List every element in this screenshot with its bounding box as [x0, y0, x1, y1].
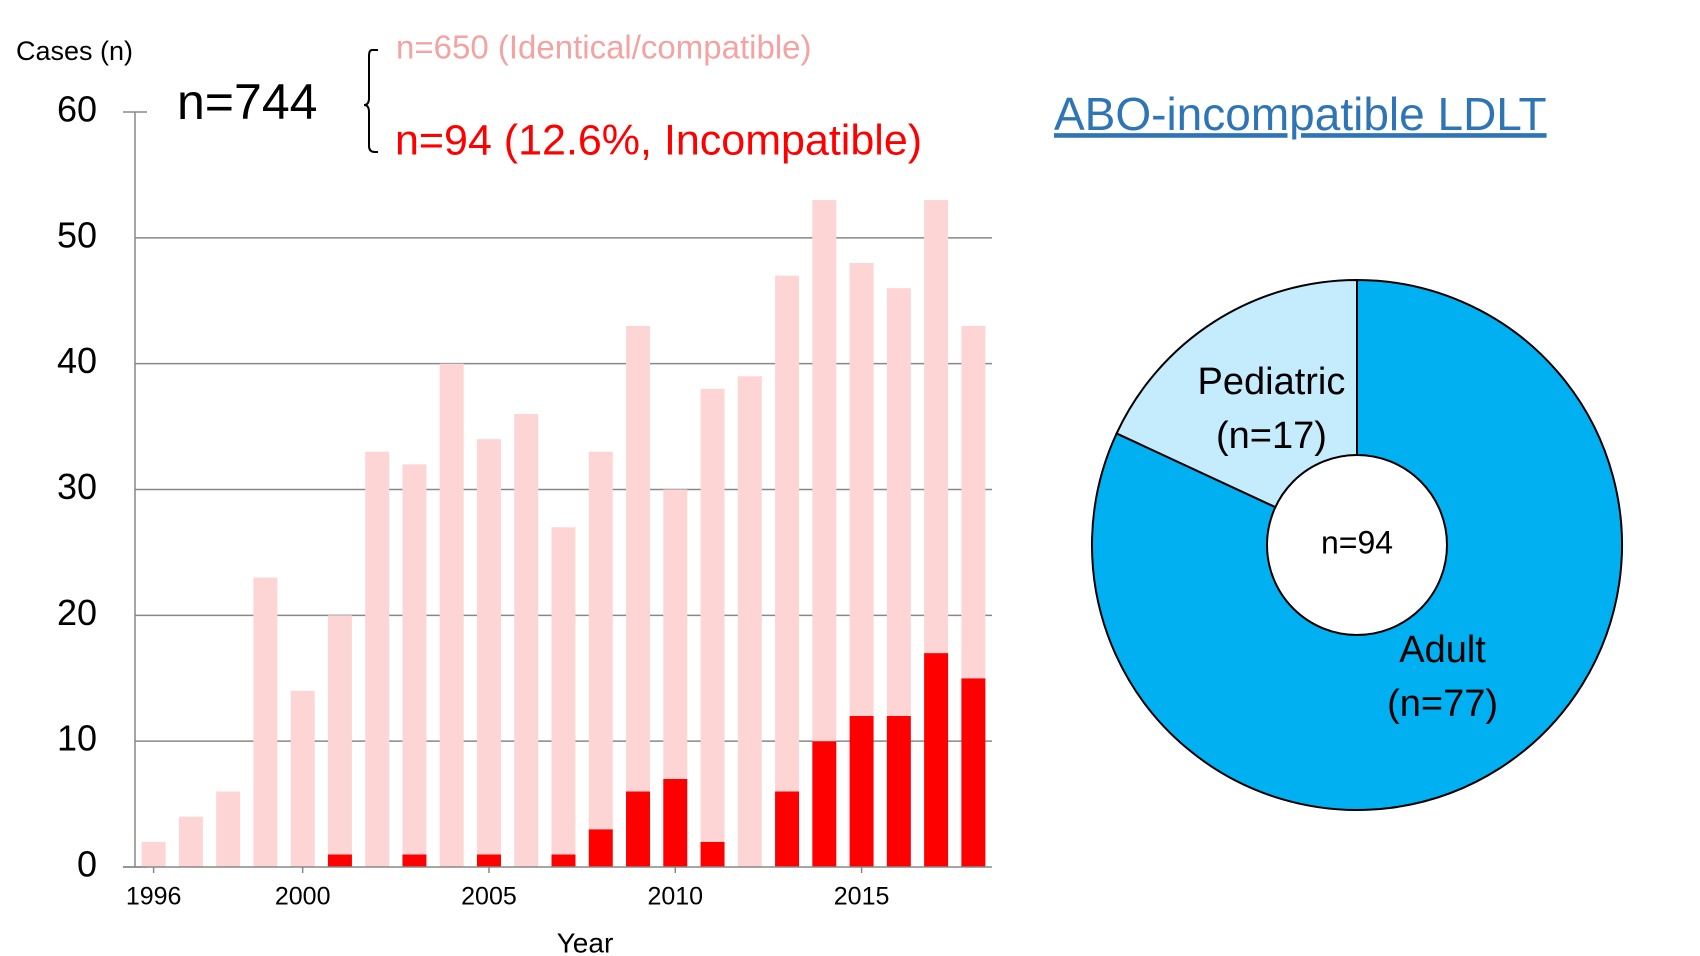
bar-segment — [737, 376, 762, 867]
bar-segment — [700, 388, 725, 842]
bar-segment — [849, 263, 874, 716]
bar-segment — [141, 841, 166, 867]
bar-segment — [961, 678, 986, 867]
slice-label: Pediatric — [1198, 361, 1346, 403]
total-annotation: n=744 — [177, 74, 317, 130]
x-tick-label: 2000 — [275, 883, 331, 911]
x-tick-label: 2005 — [461, 883, 517, 911]
bar-segment — [327, 615, 352, 855]
bar-segment — [290, 690, 315, 867]
donut-hole — [1266, 454, 1448, 636]
x-axis-label: Year — [557, 927, 614, 956]
slice-value-label: (n=77) — [1387, 683, 1498, 725]
bar-segment — [886, 288, 911, 716]
bar-segment — [178, 816, 203, 867]
bar-segment — [551, 854, 576, 867]
x-tick-label: 1996 — [126, 883, 182, 911]
y-tick-label: 20 — [57, 592, 97, 633]
brace — [363, 49, 378, 153]
y-axis-label: Cases (n) — [16, 36, 133, 66]
bar-segment — [663, 778, 688, 867]
bar-segment — [626, 791, 651, 867]
bar-segment — [700, 841, 725, 867]
bar-segment — [812, 741, 837, 867]
bar-segment — [924, 653, 949, 867]
bar-segment — [924, 200, 949, 654]
x-tick-label: 2010 — [647, 883, 703, 911]
y-tick-label: 0 — [77, 844, 97, 885]
bar-segment — [514, 414, 539, 867]
bar-segment — [439, 363, 464, 867]
bar-segment — [327, 854, 352, 867]
slice-label: Adult — [1399, 629, 1486, 671]
bar-segment — [402, 464, 427, 855]
bar-segment — [886, 716, 911, 867]
bar-segment — [849, 716, 874, 867]
x-tick-label: 2015 — [834, 883, 890, 911]
bar-segment — [775, 791, 800, 867]
bar-segment — [588, 829, 613, 867]
pie-title: ABO-incompatible LDLT — [1054, 88, 1547, 140]
bar-segment — [253, 577, 278, 867]
bar-segment — [476, 854, 501, 867]
bar-segment — [663, 489, 688, 779]
y-tick-label: 10 — [57, 718, 97, 759]
y-tick-label: 30 — [57, 466, 97, 507]
bar-segment — [961, 325, 986, 679]
bar-segment — [402, 854, 427, 867]
bar-segment — [365, 451, 390, 867]
bar-segment — [588, 451, 613, 830]
y-tick-label: 60 — [57, 89, 97, 130]
y-tick-label: 40 — [57, 340, 97, 381]
y-tick-label: 50 — [57, 214, 97, 255]
incompatible-annotation: n=94 (12.6%, Incompatible) — [395, 116, 922, 164]
bar-segment — [812, 200, 837, 742]
center-label: n=94 — [1321, 524, 1393, 560]
bar-segment — [775, 275, 800, 792]
bar-segment — [216, 791, 241, 867]
bar-segment — [551, 527, 576, 855]
compatible-annotation: n=650 (Identical/compatible) — [396, 29, 812, 66]
bar-segment — [476, 439, 501, 855]
bar-segment — [626, 325, 651, 792]
slice-value-label: (n=17) — [1216, 415, 1327, 457]
